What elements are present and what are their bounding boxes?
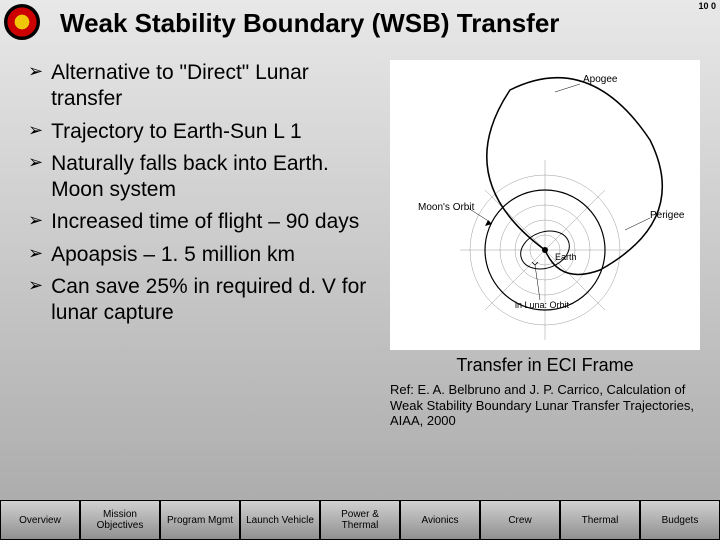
bullet-arrow-icon: ➢ <box>28 151 43 204</box>
nav-crew[interactable]: Crew <box>480 500 560 540</box>
nav-mission-objectives[interactable]: Mission Objectives <box>80 500 160 540</box>
trajectory-diagram: Apogee Moon's Orbit Earth Perigee in Lun… <box>390 60 700 350</box>
bullet-text: Trajectory to Earth-Sun L 1 <box>51 119 302 145</box>
reference-citation: Ref: E. A. Belbruno and J. P. Carrico, C… <box>390 382 700 429</box>
bullet-list: ➢ Alternative to "Direct" Lunar transfer… <box>20 60 380 332</box>
bullet-text: Apoapsis – 1. 5 million km <box>51 242 295 268</box>
bullet-text: Can save 25% in required d. V for lunar … <box>51 274 380 327</box>
nav-budgets[interactable]: Budgets <box>640 500 720 540</box>
bottom-nav: Overview Mission Objectives Program Mgmt… <box>0 500 720 540</box>
bullet-text: Increased time of flight – 90 days <box>51 209 359 235</box>
bullet-arrow-icon: ➢ <box>28 242 43 268</box>
nav-program-mgmt[interactable]: Program Mgmt <box>160 500 240 540</box>
university-logo <box>4 4 40 40</box>
bullet-item: ➢ Alternative to "Direct" Lunar transfer <box>20 60 380 113</box>
diagram-label-perigee: Perigee <box>650 210 685 221</box>
bullet-arrow-icon: ➢ <box>28 209 43 235</box>
bullet-item: ➢ Naturally falls back into Earth. Moon … <box>20 151 380 204</box>
bullet-item: ➢ Increased time of flight – 90 days <box>20 209 380 235</box>
nav-avionics[interactable]: Avionics <box>400 500 480 540</box>
nav-thermal[interactable]: Thermal <box>560 500 640 540</box>
bullet-text: Alternative to "Direct" Lunar transfer <box>51 60 380 113</box>
bullet-item: ➢ Trajectory to Earth-Sun L 1 <box>20 119 380 145</box>
bullet-arrow-icon: ➢ <box>28 274 43 327</box>
slide-title: Weak Stability Boundary (WSB) Transfer <box>60 8 700 39</box>
bullet-text: Naturally falls back into Earth. Moon sy… <box>51 151 380 204</box>
nav-launch-vehicle[interactable]: Launch Vehicle <box>240 500 320 540</box>
diagram-caption: Transfer in ECI Frame <box>390 355 700 376</box>
bullet-item: ➢ Apoapsis – 1. 5 million km <box>20 242 380 268</box>
bullet-arrow-icon: ➢ <box>28 60 43 113</box>
page-number: 10 0 <box>698 2 716 11</box>
diagram-label-lunar-orbit: in Luna: Orbit <box>515 300 570 310</box>
nav-power-thermal[interactable]: Power & Thermal <box>320 500 400 540</box>
bullet-arrow-icon: ➢ <box>28 119 43 145</box>
diagram-label-apogee: Apogee <box>583 74 618 85</box>
diagram-label-moon-orbit: Moon's Orbit <box>418 202 475 213</box>
diagram-label-earth: Earth <box>555 252 577 262</box>
nav-overview[interactable]: Overview <box>0 500 80 540</box>
bullet-item: ➢ Can save 25% in required d. V for luna… <box>20 274 380 327</box>
